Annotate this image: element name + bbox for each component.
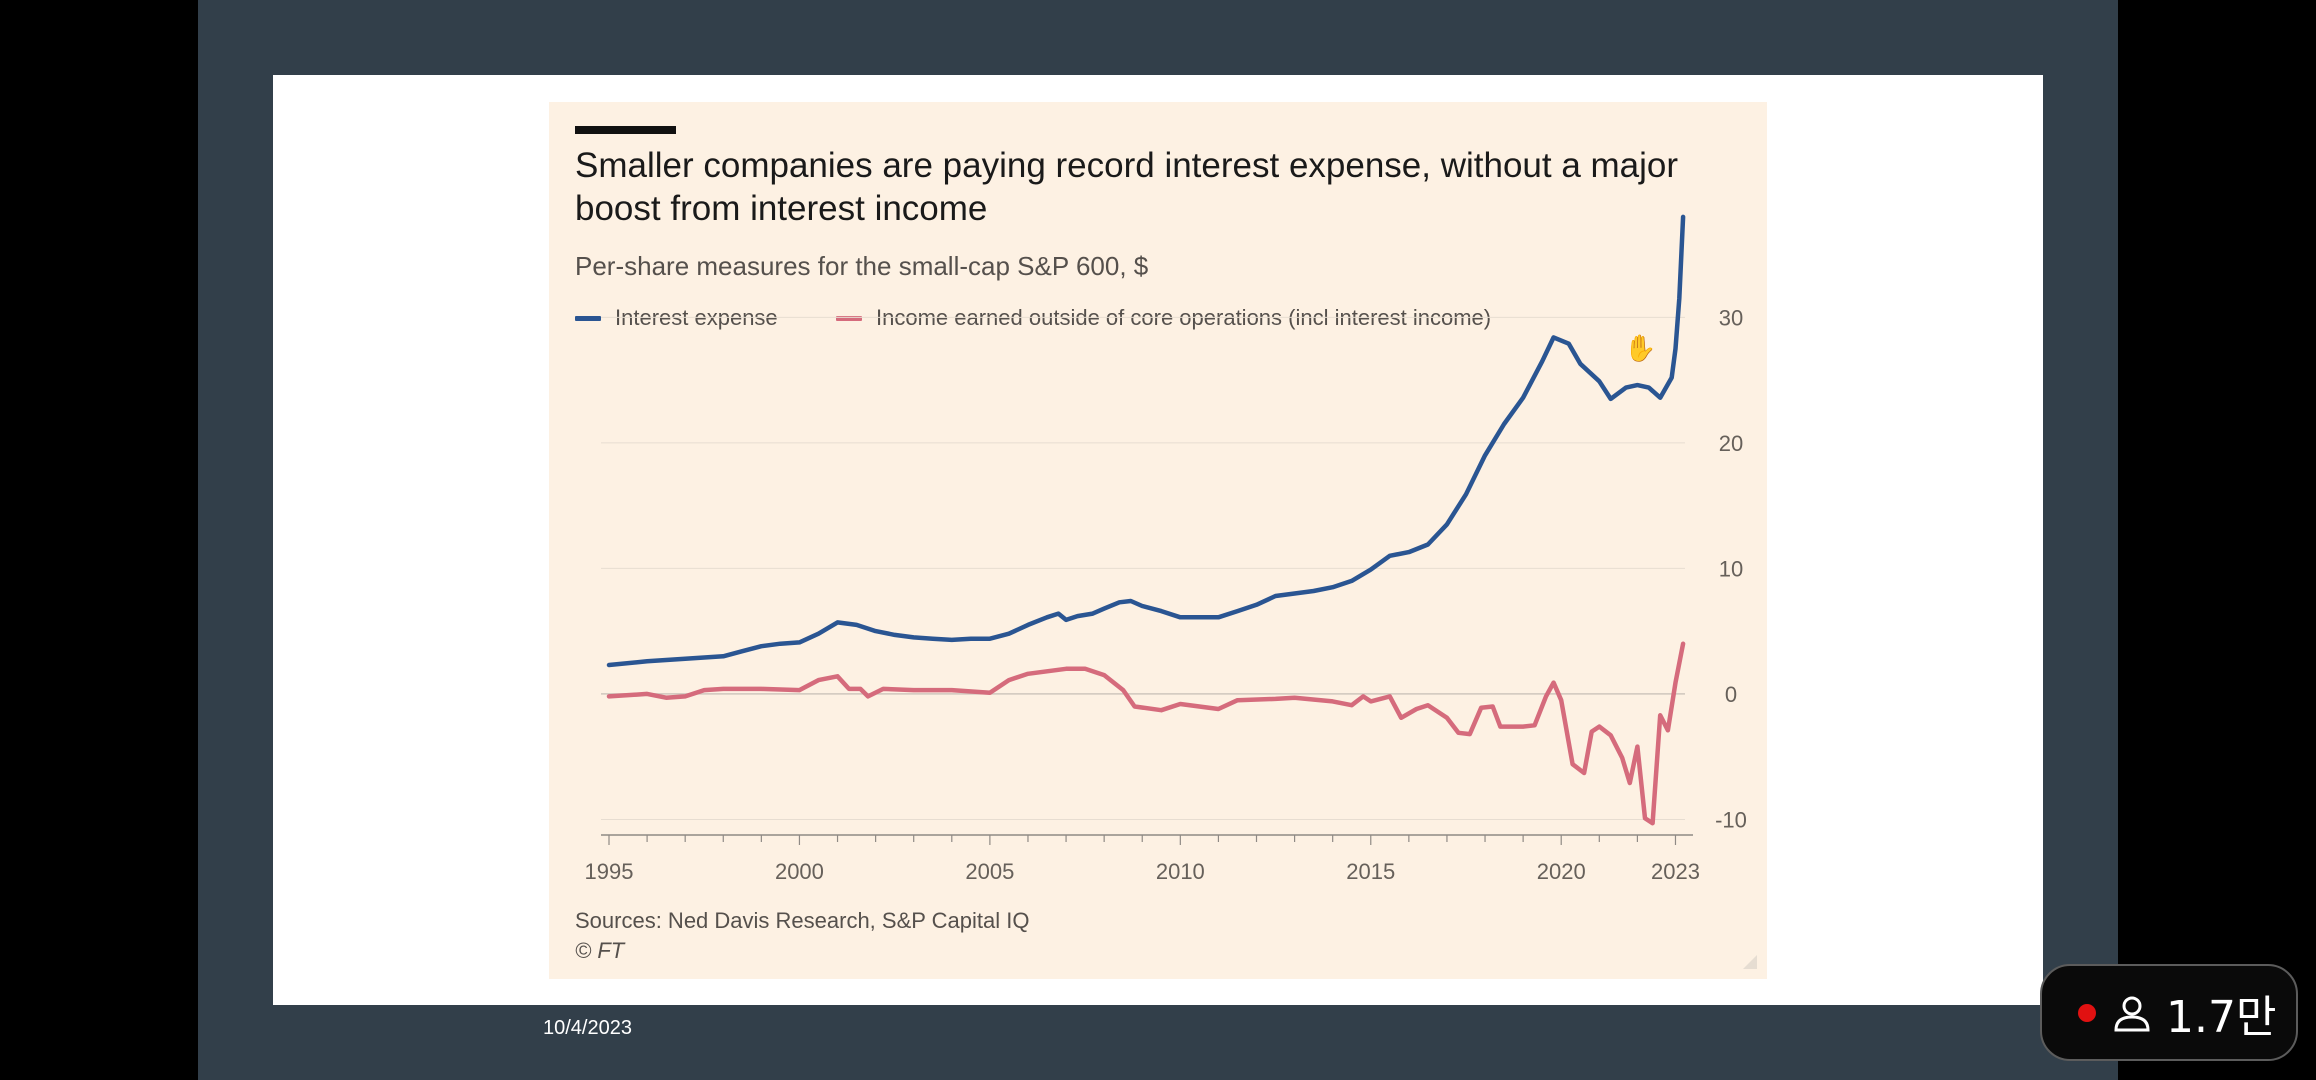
chart-sources: Sources: Ned Davis Research, S&P Capital… <box>575 908 1030 933</box>
viewer-count-badge[interactable]: 1.7만 <box>2040 964 2298 1061</box>
x-tick-label: 2015 <box>1346 859 1395 884</box>
x-tick-label: 2010 <box>1156 859 1205 884</box>
y-tick-label: 20 <box>1719 431 1743 456</box>
x-tick-label: 2020 <box>1537 859 1586 884</box>
x-tick-label: 2023 <box>1651 859 1700 884</box>
slide: Smaller companies are paying record inte… <box>273 75 2043 1005</box>
x-tick-label: 1995 <box>585 859 634 884</box>
series-line-interest-expense <box>606 214 1686 668</box>
hand-cursor-icon: ✋ <box>1624 333 1657 363</box>
series-line-other-income <box>606 641 1686 826</box>
y-tick-label: 10 <box>1719 556 1743 581</box>
y-tick-label: -10 <box>1715 807 1747 832</box>
chart-card: Smaller companies are paying record inte… <box>549 102 1767 979</box>
chart-credit: © FT <box>575 938 625 963</box>
chart-title: Smaller companies are paying record inte… <box>575 146 1679 228</box>
legend-swatch-pink <box>836 315 862 321</box>
presentation-stage: Smaller companies are paying record inte… <box>198 0 2118 1080</box>
person-icon <box>2112 993 2152 1033</box>
slide-date: 10/4/2023 <box>543 1017 632 1039</box>
resize-corner-icon <box>1743 955 1757 969</box>
chart-subtitle: Per-share measures for the small-cap S&P… <box>575 251 1149 281</box>
live-indicator-icon <box>2078 1003 2096 1022</box>
line-chart: -10 0 10 20 30 1995 2000 2005 2010 2015 2020 2023 <box>585 214 1747 884</box>
y-tick-label: 30 <box>1719 305 1743 330</box>
legend-swatch-blue <box>575 315 601 321</box>
ft-top-bar <box>575 126 676 134</box>
x-tick-label: 2005 <box>965 859 1014 884</box>
viewer-count: 1.7만 <box>2166 991 2277 1043</box>
y-tick-label: 0 <box>1725 682 1737 707</box>
x-tick-label: 2000 <box>775 859 824 884</box>
